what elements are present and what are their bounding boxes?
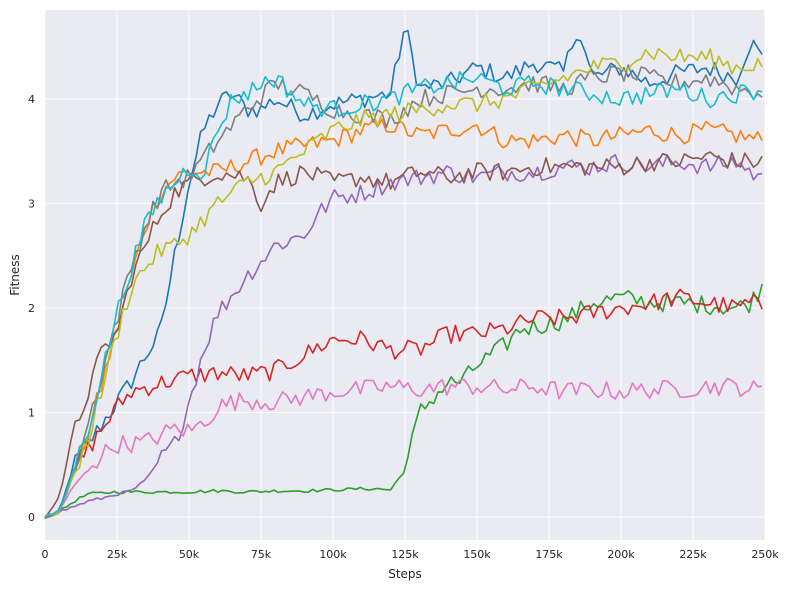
x-tick-label: 0 [42, 548, 49, 561]
x-tick-label: 100k [319, 548, 347, 561]
series-line-4 [44, 288, 763, 520]
x-axis-ticks: 0 25k 50k 75k 100k 125k 150k 175k 200k 225k 250k [42, 548, 780, 561]
y-tick-label: 0 [28, 511, 35, 524]
x-tick-label: 250k [751, 548, 779, 561]
y-tick-label: 3 [28, 197, 35, 210]
x-tick-label: 175k [535, 548, 563, 561]
series-line-8 [44, 64, 763, 519]
x-tick-label: 50k [179, 548, 200, 561]
y-tick-label: 4 [28, 93, 35, 106]
y-tick-label: 1 [28, 406, 35, 419]
y-axis-label: Fitness [8, 254, 22, 296]
x-tick-label: 150k [463, 548, 491, 561]
y-axis-ticks: 0 1 2 3 4 [28, 93, 35, 524]
series-line-3 [44, 283, 763, 520]
series-line-10 [44, 71, 763, 518]
x-tick-label: 25k [107, 548, 128, 561]
y-tick-label: 2 [28, 302, 35, 315]
x-axis-label: Steps [388, 567, 422, 581]
series-line-6 [44, 151, 763, 519]
series-line-1 [44, 29, 763, 518]
x-tick-label: 125k [391, 548, 419, 561]
x-tick-label: 75k [251, 548, 272, 561]
x-tick-label: 200k [607, 548, 635, 561]
x-tick-label: 225k [679, 548, 707, 561]
series-line-9 [44, 47, 763, 518]
series-lines [44, 29, 763, 520]
series-line-7 [44, 377, 763, 518]
gridlines [44, 10, 766, 540]
